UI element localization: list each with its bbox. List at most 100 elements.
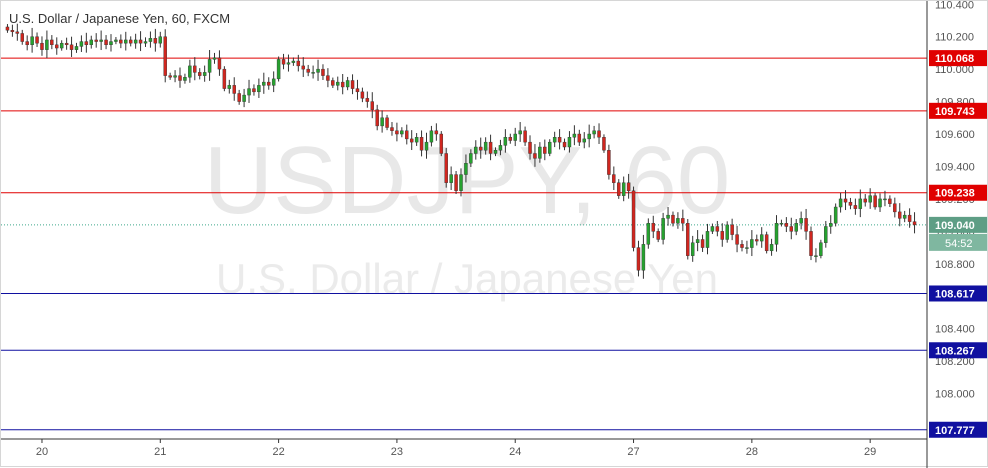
candle-body: [296, 60, 301, 67]
candle-body: [84, 41, 89, 46]
candle-body: [124, 39, 128, 44]
candle-body: [59, 42, 64, 49]
plot-area[interactable]: [1, 23, 927, 431]
candle-body: [907, 214, 912, 222]
candle-body: [671, 214, 675, 224]
candle-body: [878, 198, 882, 208]
candle-body: [838, 198, 843, 208]
candle-body: [409, 138, 414, 143]
candle-body: [40, 42, 44, 50]
y-tick-label: 108.800: [935, 259, 975, 271]
candle-body: [690, 242, 695, 256]
candle-body: [557, 137, 562, 143]
resistance-level-tag: [929, 102, 987, 119]
candle-body: [133, 39, 138, 44]
candle-body: [390, 127, 394, 131]
candle-body: [750, 239, 754, 248]
candle-body: [5, 26, 10, 31]
candle-body: [138, 39, 143, 44]
price-labels: 110.068 109.743 109.238 108.617 108.267 107.7…: [929, 50, 987, 438]
candle-body: [74, 46, 79, 50]
candle-body: [764, 234, 769, 252]
candle-body: [833, 206, 838, 224]
candle-body: [626, 182, 631, 191]
candle-body: [321, 68, 325, 76]
candle-body: [819, 242, 823, 256]
candle-body: [79, 41, 84, 47]
candle-body: [809, 231, 813, 256]
candle-body: [434, 130, 439, 135]
candle-body: [405, 130, 409, 140]
candle-body: [469, 153, 473, 164]
candle-body: [444, 153, 448, 183]
candle-body: [740, 244, 744, 248]
candle-body: [503, 137, 508, 146]
candle-body: [99, 39, 103, 42]
candle-body: [572, 133, 577, 138]
candle-body: [700, 239, 705, 248]
candle-body: [483, 141, 488, 151]
candle-body: [143, 41, 148, 44]
candle-body: [745, 247, 749, 249]
candle-body: [104, 39, 108, 46]
candle-body: [114, 39, 118, 42]
candle-body: [55, 44, 59, 49]
candle-body: [769, 244, 774, 252]
candle-body: [858, 198, 863, 209]
candle-body: [725, 224, 729, 240]
price-axis[interactable]: 110.400110.200110.000109.800109.600109.4…: [935, 1, 975, 401]
candle-body: [784, 223, 789, 227]
candle-body: [10, 30, 15, 33]
candle-body: [459, 174, 463, 191]
candle-body: [385, 117, 389, 128]
support-level-tag: [929, 342, 987, 359]
candle-body: [824, 226, 828, 243]
x-tick-label: 28: [746, 446, 758, 458]
candle-body: [222, 68, 227, 89]
candle-body: [587, 133, 591, 140]
candle-body: [641, 244, 646, 271]
candle-body: [350, 80, 355, 89]
candle-body: [35, 36, 39, 44]
candle-body: [617, 182, 621, 196]
candle-body: [902, 214, 907, 219]
candle-body: [153, 38, 158, 44]
candle-body: [829, 223, 833, 227]
candle-body: [109, 41, 113, 46]
candle-body: [612, 174, 616, 183]
candle-body: [306, 68, 310, 73]
time-axis[interactable]: 20 21 22 23 24 27 28 29: [36, 439, 876, 458]
candle-body: [478, 146, 483, 151]
candle-body: [173, 75, 177, 78]
candle-body: [853, 205, 858, 209]
x-tick-label: 20: [36, 446, 48, 458]
y-tick-label: 109.400: [935, 161, 975, 173]
x-tick-label: 24: [509, 446, 521, 458]
candle-body: [94, 39, 98, 42]
candle-body: [232, 85, 236, 94]
candle-body: [755, 239, 759, 242]
candle-body: [464, 163, 468, 175]
candle-body: [548, 141, 552, 154]
candle-body: [710, 226, 715, 232]
candle-body: [252, 88, 256, 93]
support-level-label: 107.777: [935, 425, 975, 437]
support-level-label: 108.267: [935, 345, 975, 357]
candle-body: [686, 223, 690, 256]
candle-body: [419, 137, 424, 151]
candle-body: [774, 223, 779, 245]
x-tick-label: 22: [272, 446, 284, 458]
candle-body: [375, 109, 379, 127]
candle-body: [597, 130, 601, 138]
y-tick-label: 108.000: [935, 389, 975, 401]
candle-body: [893, 203, 897, 213]
candle-body: [247, 88, 251, 96]
candle-body: [543, 146, 547, 154]
candle-body: [863, 198, 867, 203]
candle-body: [267, 81, 271, 86]
candle-body: [15, 31, 20, 34]
candle-body: [582, 138, 586, 143]
candle-body: [513, 133, 517, 141]
